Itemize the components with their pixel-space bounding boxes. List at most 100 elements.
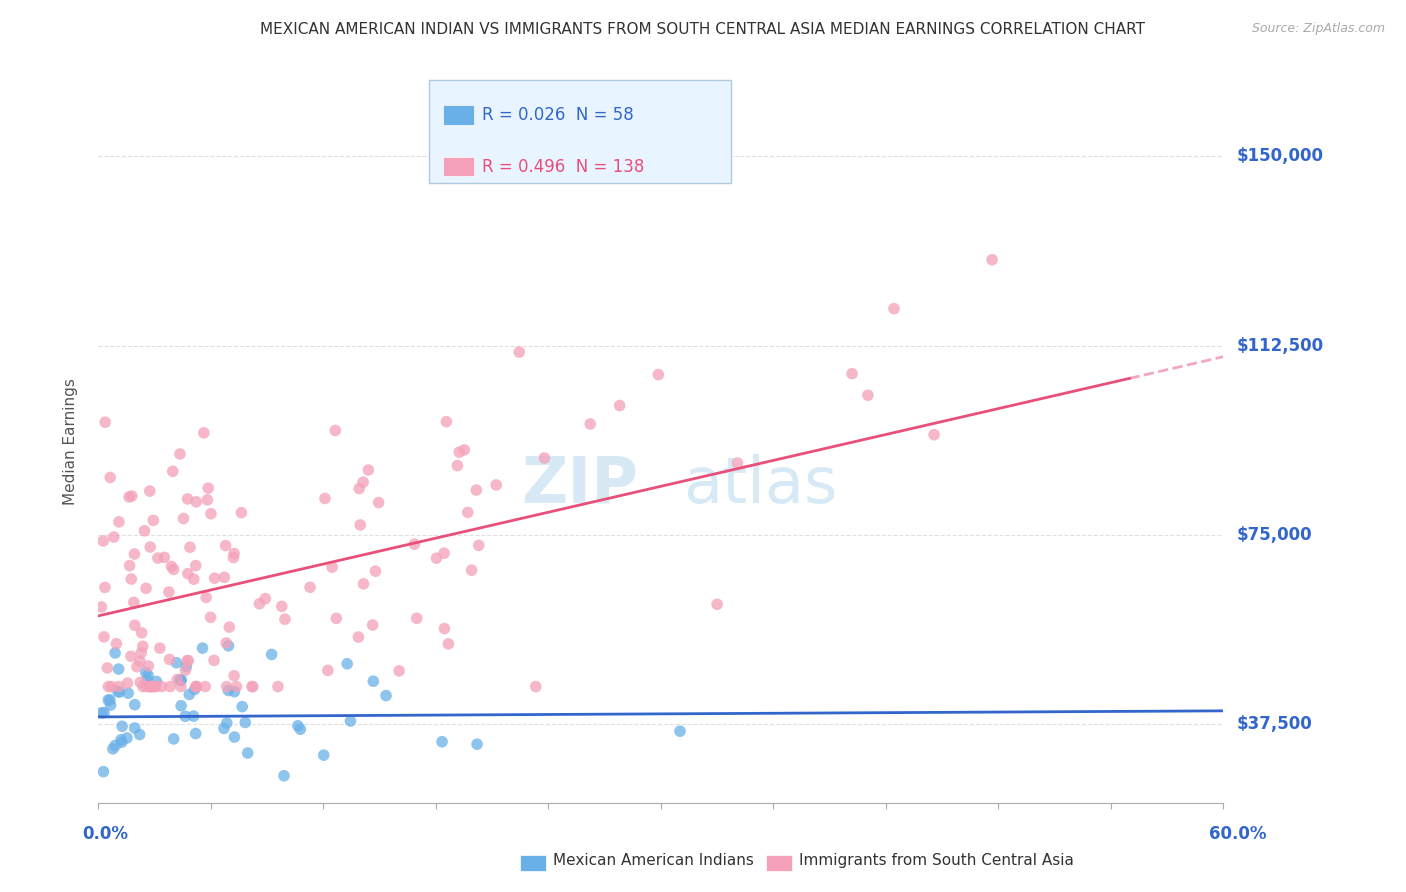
- Point: [132, 639, 155, 653]
- Point: [433, 622, 456, 636]
- Point: [103, 530, 125, 544]
- Point: [388, 664, 411, 678]
- Point: [163, 562, 186, 576]
- Point: [290, 723, 312, 737]
- Point: [579, 417, 602, 431]
- Point: [131, 625, 153, 640]
- Point: [224, 730, 246, 744]
- Point: [157, 585, 180, 599]
- Point: [191, 641, 214, 656]
- Point: [184, 680, 207, 694]
- Point: [217, 639, 239, 653]
- Point: [183, 682, 205, 697]
- Text: Mexican American Indians: Mexican American Indians: [553, 854, 754, 868]
- Point: [135, 665, 157, 680]
- Point: [169, 673, 191, 688]
- Point: [170, 673, 193, 688]
- Point: [104, 646, 127, 660]
- Point: [118, 490, 141, 504]
- Point: [107, 662, 129, 676]
- Point: [93, 764, 115, 779]
- Point: [129, 646, 152, 660]
- Point: [104, 739, 127, 753]
- Text: $112,500: $112,500: [1237, 336, 1324, 354]
- Point: [465, 737, 488, 751]
- Text: MEXICAN AMERICAN INDIAN VS IMMIGRANTS FROM SOUTH CENTRAL ASIA MEDIAN EARNINGS CO: MEXICAN AMERICAN INDIAN VS IMMIGRANTS FR…: [260, 22, 1146, 37]
- Point: [883, 301, 905, 316]
- Point: [129, 654, 152, 668]
- Point: [727, 456, 749, 470]
- Text: atlas: atlas: [683, 454, 838, 516]
- Point: [349, 518, 371, 533]
- Point: [90, 599, 112, 614]
- Point: [139, 540, 162, 554]
- Point: [139, 680, 162, 694]
- Point: [364, 564, 387, 578]
- Point: [129, 675, 152, 690]
- Point: [212, 722, 235, 736]
- Point: [120, 572, 142, 586]
- Point: [922, 427, 945, 442]
- Text: R = 0.496  N = 138: R = 0.496 N = 138: [482, 158, 644, 176]
- Point: [367, 495, 389, 509]
- Point: [179, 540, 201, 554]
- Point: [195, 492, 218, 507]
- Point: [160, 559, 183, 574]
- Text: ZIP: ZIP: [522, 454, 638, 516]
- Point: [100, 698, 122, 712]
- Point: [217, 683, 239, 698]
- Point: [97, 693, 120, 707]
- Point: [111, 735, 134, 749]
- Point: [186, 680, 208, 694]
- Point: [145, 674, 167, 689]
- Point: [124, 698, 146, 712]
- Point: [183, 709, 205, 723]
- Point: [174, 709, 197, 723]
- Point: [174, 659, 197, 673]
- Point: [150, 680, 173, 694]
- Point: [446, 458, 468, 473]
- Point: [240, 680, 263, 694]
- Point: [321, 560, 343, 574]
- Point: [177, 566, 200, 581]
- Text: $150,000: $150,000: [1237, 147, 1324, 165]
- Point: [186, 680, 208, 694]
- Point: [166, 673, 188, 687]
- Point: [120, 649, 142, 664]
- Point: [162, 464, 184, 478]
- Point: [274, 612, 297, 626]
- Point: [138, 659, 160, 673]
- Point: [124, 618, 146, 632]
- Point: [202, 653, 225, 667]
- Point: [425, 551, 447, 566]
- Point: [314, 491, 336, 506]
- Point: [218, 620, 240, 634]
- Point: [179, 688, 201, 702]
- Point: [94, 581, 117, 595]
- Point: [260, 648, 283, 662]
- Point: [186, 495, 208, 509]
- Point: [136, 668, 159, 682]
- Point: [169, 447, 191, 461]
- Point: [465, 483, 488, 497]
- Point: [467, 538, 489, 552]
- Point: [165, 656, 187, 670]
- Point: [96, 661, 118, 675]
- Point: [135, 582, 157, 596]
- Point: [231, 506, 253, 520]
- Point: [115, 731, 138, 745]
- Point: [176, 491, 198, 506]
- Point: [146, 551, 169, 566]
- Point: [162, 731, 184, 746]
- Point: [107, 684, 129, 698]
- Point: [149, 641, 172, 656]
- Point: [214, 570, 236, 584]
- Point: [121, 489, 143, 503]
- Point: [299, 580, 322, 594]
- Point: [142, 680, 165, 694]
- Point: [533, 450, 555, 465]
- Point: [215, 636, 238, 650]
- Point: [159, 652, 181, 666]
- Point: [434, 415, 457, 429]
- Point: [138, 680, 160, 694]
